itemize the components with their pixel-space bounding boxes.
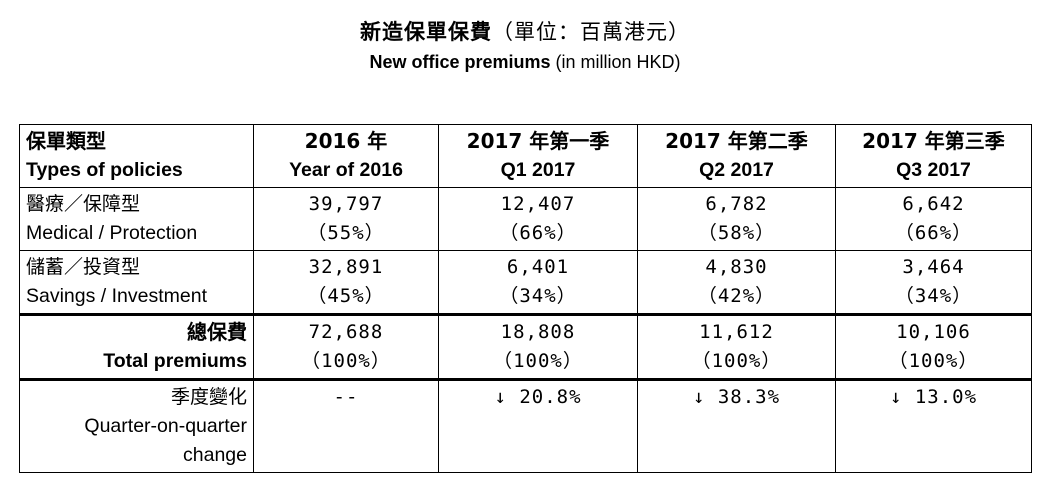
cell-savings-q2: 4,830 （42%） xyxy=(637,250,836,315)
page-title-en: New office premiums (in million HKD) xyxy=(0,52,1050,73)
cell-value: 6,782 xyxy=(705,193,768,215)
cell-medical-q3: 6,642 （66%） xyxy=(835,187,1032,251)
header-q3-zh: 2017 年第三季 xyxy=(862,129,1005,153)
cell-value: 6,401 xyxy=(506,256,570,278)
header-q1-2017: 2017 年第一季 Q1 2017 xyxy=(438,124,638,188)
page-title-zh: 新造保單保費（單位：百萬港元） xyxy=(0,16,1050,46)
header-q1-zh: 2017 年第一季 xyxy=(466,129,610,153)
table-row-qoq: 季度變化 Quarter-on-quarter change -- ↓ 20.8… xyxy=(19,379,1032,473)
premiums-table: 保單類型 Types of policies 2016 年 Year of 20… xyxy=(19,124,1032,473)
title-en-unit: (in million HKD) xyxy=(555,52,681,72)
cell-total-q2: 11,612 （100%） xyxy=(637,313,836,381)
header-q3-en: Q3 2017 xyxy=(896,159,971,181)
cell-value: 3,464 xyxy=(902,256,965,278)
cell-savings-q3: 3,464 （34%） xyxy=(835,250,1032,315)
row-label-en: Total premiums xyxy=(103,350,247,372)
header-type-zh: 保單類型 xyxy=(26,129,106,153)
cell-qoq-q2: ↓ 38.3% xyxy=(637,379,836,473)
cell-value: ↓ 13.0% xyxy=(889,386,978,408)
header-q2-en: Q2 2017 xyxy=(699,159,774,181)
row-label-zh: 儲蓄／投資型 xyxy=(26,256,141,278)
header-q2-zh: 2017 年第二季 xyxy=(665,129,808,153)
cell-qoq-q1: ↓ 20.8% xyxy=(438,379,638,473)
cell-percent: （66%） xyxy=(894,222,973,244)
cell-value: 18,808 xyxy=(500,321,576,343)
cell-percent: （100%） xyxy=(691,350,782,372)
table-row-total: 總保費 Total premiums 72,688 （100%） 18,808 （1… xyxy=(19,313,1032,381)
cell-value: 32,891 xyxy=(308,256,384,278)
row-label-zh: 季度變化 xyxy=(170,386,247,408)
row-label-medical: 醫療／保障型 Medical / Protection xyxy=(19,187,254,251)
row-label-en: Savings / Investment xyxy=(26,285,208,307)
cell-qoq-2016: -- xyxy=(253,379,439,473)
table-row-savings: 儲蓄／投資型 Savings / Investment 32,891 （45%） … xyxy=(19,250,1032,315)
cell-value: -- xyxy=(333,386,359,408)
header-type: 保單類型 Types of policies xyxy=(19,124,254,188)
cell-value: 72,688 xyxy=(308,321,384,343)
cell-percent: （66%） xyxy=(499,222,577,244)
header-type-en: Types of policies xyxy=(26,159,183,181)
cell-total-q3: 10,106 （100%） xyxy=(835,313,1032,381)
cell-percent: （100%） xyxy=(888,350,979,372)
cell-total-2016: 72,688 （100%） xyxy=(253,313,439,381)
row-label-en-line1: Quarter-on-quarter xyxy=(84,415,247,437)
cell-percent: （58%） xyxy=(697,222,776,244)
row-label-total: 總保費 Total premiums xyxy=(19,313,254,381)
row-label-zh: 醫療／保障型 xyxy=(26,193,141,215)
title-en-main: New office premiums xyxy=(369,52,551,72)
cell-value: 6,642 xyxy=(902,193,965,215)
cell-savings-q1: 6,401 （34%） xyxy=(438,250,638,315)
header-2016: 2016 年 Year of 2016 xyxy=(253,124,439,188)
cell-percent: （100%） xyxy=(301,350,391,372)
cell-total-q1: 18,808 （100%） xyxy=(438,313,638,381)
cell-qoq-q3: ↓ 13.0% xyxy=(835,379,1032,473)
row-label-en: Medical / Protection xyxy=(26,222,198,244)
row-label-en-line2: change xyxy=(183,444,247,466)
header-q1-en: Q1 2017 xyxy=(500,159,576,181)
cell-value: 11,612 xyxy=(699,321,774,343)
cell-percent: （42%） xyxy=(697,285,776,307)
cell-percent: （34%） xyxy=(499,285,577,307)
cell-savings-2016: 32,891 （45%） xyxy=(253,250,439,315)
header-q2-2017: 2017 年第二季 Q2 2017 xyxy=(637,124,836,188)
cell-percent: （55%） xyxy=(307,222,385,244)
cell-percent: （100%） xyxy=(493,350,583,372)
cell-value: 10,106 xyxy=(896,321,971,343)
cell-value: 39,797 xyxy=(308,193,384,215)
row-label-zh: 總保費 xyxy=(187,320,247,344)
header-q3-2017: 2017 年第三季 Q3 2017 xyxy=(835,124,1032,188)
cell-value: ↓ 38.3% xyxy=(692,386,781,408)
table-row-medical: 醫療／保障型 Medical / Protection 39,797 （55%） … xyxy=(19,187,1032,251)
cell-percent: （45%） xyxy=(307,285,385,307)
cell-value: ↓ 20.8% xyxy=(494,386,582,408)
header-2016-en: Year of 2016 xyxy=(289,159,403,181)
cell-value: 12,407 xyxy=(500,193,576,215)
cell-medical-2016: 39,797 （55%） xyxy=(253,187,439,251)
cell-percent: （34%） xyxy=(894,285,973,307)
title-zh-main: 新造保單保費 xyxy=(360,20,492,44)
header-row: 保單類型 Types of policies 2016 年 Year of 20… xyxy=(19,124,1032,188)
cell-value: 4,830 xyxy=(705,256,768,278)
header-2016-zh: 2016 年 xyxy=(304,129,388,153)
row-label-savings: 儲蓄／投資型 Savings / Investment xyxy=(19,250,254,315)
row-label-qoq: 季度變化 Quarter-on-quarter change xyxy=(19,379,254,473)
cell-medical-q1: 12,407 （66%） xyxy=(438,187,638,251)
cell-medical-q2: 6,782 （58%） xyxy=(637,187,836,251)
title-zh-unit: （單位：百萬港元） xyxy=(492,20,690,44)
